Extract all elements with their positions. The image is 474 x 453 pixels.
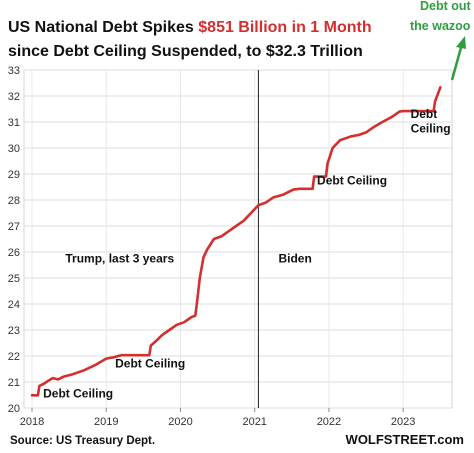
y-tick-label: 22: [8, 351, 20, 363]
annotation-trump: Trump, last 3 years: [65, 251, 174, 265]
x-tick-label: 2019: [94, 416, 118, 428]
y-tick-label: 20: [8, 403, 20, 415]
wazoo-callout: Debt out the wazoo: [410, 0, 472, 81]
plot-frame: [23, 69, 453, 409]
y-tick-label: 23: [8, 325, 20, 337]
annotation-dc2021: Debt Ceiling: [317, 173, 387, 187]
x-axis-ticks: 2018 2019 2020 2021 2022 2023: [20, 408, 415, 428]
annotation-dc2018: Debt Ceiling: [43, 387, 113, 401]
y-tick-label: 33: [8, 65, 20, 77]
y-tick-label: 26: [8, 247, 20, 259]
y-tick-label: 29: [8, 169, 20, 181]
annotation-dc2023b: Ceiling: [411, 121, 451, 135]
callout-arrow-shaft: [450, 43, 464, 81]
y-tick-label: 21: [8, 377, 20, 389]
y-tick-label: 27: [8, 221, 20, 233]
chart-title-line2: since Debt Ceiling Suspended, to $32.3 T…: [8, 43, 363, 60]
y-tick-label: 25: [8, 273, 20, 285]
x-tick-label: 2021: [242, 416, 266, 428]
y-tick-label: 24: [8, 299, 20, 311]
wolfstreet-logo: WOLFSTREET.com: [346, 432, 464, 447]
title-prefix: US National Debt Spikes: [8, 19, 198, 36]
y-tick-label: 31: [8, 117, 20, 129]
callout-line2: the wazoo: [410, 19, 471, 33]
x-tick-label: 2023: [391, 416, 415, 428]
gridlines: [24, 69, 452, 409]
y-tick-label: 30: [8, 143, 20, 155]
chart-title-line1: US National Debt Spikes $851 Billion in …: [8, 19, 372, 36]
y-tick-label: 32: [8, 91, 20, 103]
title-highlight: $851 Billion in 1 Month: [198, 19, 371, 36]
y-tick-label: 28: [8, 195, 20, 207]
x-tick-label: 2018: [20, 416, 44, 428]
annotation-dc2023a: Debt: [411, 107, 438, 121]
x-tick-label: 2022: [317, 416, 341, 428]
annotation-dc2019: Debt Ceiling: [115, 357, 185, 371]
annotations: Debt Ceiling Debt Ceiling Debt Ceiling Debt…: [43, 107, 450, 401]
callout-line1: Debt out: [420, 0, 472, 13]
debt-series-line: [30, 86, 442, 397]
y-axis-ticks: 20 21 22 23 24 25 26 27 28 29 30 31 32 33: [8, 65, 20, 415]
source-note: Source: US Treasury Dept.: [10, 435, 155, 447]
annotation-biden: Biden: [278, 251, 311, 265]
callout-arrow-head: [456, 36, 466, 49]
x-tick-label: 2020: [168, 416, 192, 428]
